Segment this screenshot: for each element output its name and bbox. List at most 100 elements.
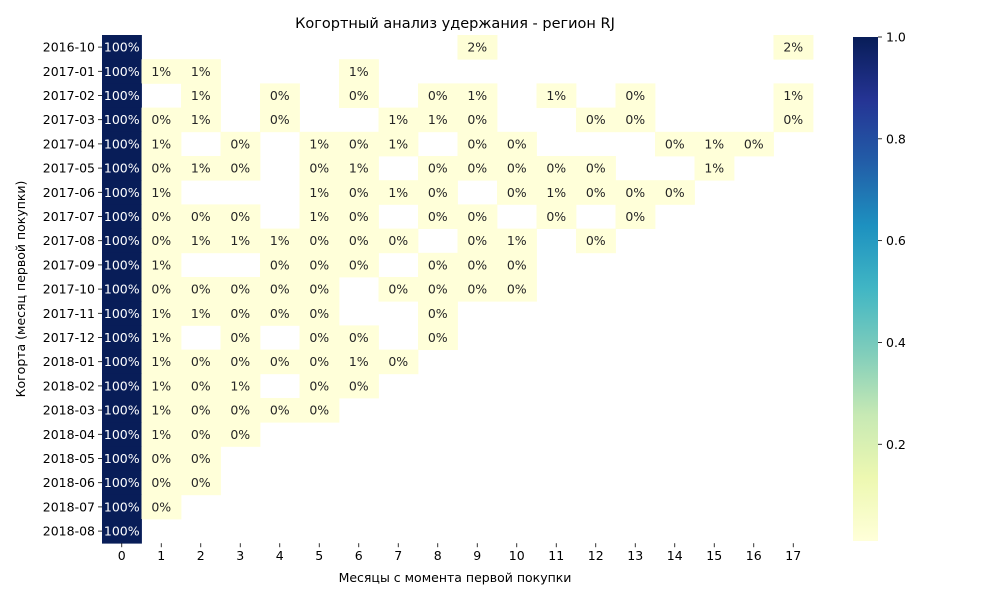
heatmap-cell (536, 204, 577, 229)
y-tick-label: 2018-06 (43, 475, 95, 490)
cell-value-label: 0% (467, 209, 487, 224)
y-tick-label: 2018-05 (43, 451, 95, 466)
cell-value-label: 0% (191, 282, 211, 297)
cell-value-label: 100% (104, 499, 140, 514)
heatmap-cell (260, 398, 300, 423)
heatmap-cell (457, 228, 498, 254)
cell-value-label: 0% (270, 257, 290, 272)
cell-value-label: 0% (309, 354, 329, 369)
cell-value-label: 0% (270, 88, 290, 103)
heatmap-cell (615, 204, 656, 229)
heatmap-cell (181, 373, 221, 399)
heatmap-cell (141, 422, 182, 447)
colorbar-tick-label: 0.2 (886, 437, 906, 452)
cell-value-label: 1% (230, 233, 250, 248)
heatmap-cell (181, 59, 221, 84)
heatmap-cell (655, 180, 695, 205)
heatmap-cell (418, 156, 458, 181)
heatmap-cell (102, 325, 142, 350)
cell-value-label: 0% (191, 378, 211, 393)
heatmap-cell (536, 180, 577, 205)
heatmap-cell (378, 107, 419, 133)
heatmap-cell (299, 228, 340, 254)
cell-value-label: 100% (104, 427, 140, 442)
heatmap-cell (299, 301, 340, 326)
heatmap-cell (220, 373, 261, 399)
y-tick-label: 2017-01 (43, 64, 95, 79)
heatmap-cell (299, 131, 340, 157)
heatmap-cell (339, 373, 379, 399)
y-tick-label: 2017-06 (43, 185, 95, 200)
cell-value-label: 0% (191, 451, 211, 466)
cell-value-label: 0% (191, 475, 211, 490)
cell-value-label: 100% (104, 161, 140, 176)
heatmap-cell (299, 325, 340, 350)
cell-value-label: 0% (467, 112, 487, 127)
cell-value-label: 0% (467, 161, 487, 176)
cell-value-label: 1% (388, 185, 408, 200)
heatmap-cell (102, 373, 142, 399)
heatmap-cell (260, 252, 300, 278)
cell-value-label: 0% (309, 257, 329, 272)
x-tick-label: 3 (236, 548, 244, 563)
chart-title: Когортный анализ удержания - регион RJ (295, 16, 615, 32)
heatmap-cell (260, 349, 300, 375)
heatmap-cell (260, 277, 300, 302)
y-tick-label: 2018-02 (43, 378, 95, 393)
heatmap-cell (181, 228, 221, 254)
cell-value-label: 0% (467, 136, 487, 151)
cell-value-label: 100% (104, 475, 140, 490)
heatmap-cell (457, 204, 498, 229)
cell-value-label: 1% (191, 112, 211, 127)
colorbar-tick-label: 0.4 (886, 335, 906, 350)
cell-value-label: 0% (151, 209, 171, 224)
x-tick-label: 9 (473, 548, 481, 563)
cell-value-label: 1% (191, 233, 211, 248)
heatmap-cell (457, 277, 498, 302)
cell-value-label: 0% (230, 161, 250, 176)
cell-value-label: 0% (625, 112, 645, 127)
cell-value-label: 1% (349, 354, 369, 369)
cell-value-label: 1% (349, 161, 369, 176)
heatmap-cell (497, 180, 537, 205)
cell-value-label: 0% (191, 403, 211, 418)
x-tick-label: 12 (588, 548, 604, 563)
cell-value-label: 0% (309, 330, 329, 345)
heatmap-cell (773, 83, 814, 108)
colorbar-gradient (853, 37, 878, 541)
heatmap-cell (339, 349, 379, 375)
cell-value-label: 0% (151, 499, 171, 514)
cell-value-label: 2% (783, 40, 803, 55)
x-tick-label: 1 (157, 548, 165, 563)
cell-value-label: 0% (388, 354, 408, 369)
heatmap-cell (220, 277, 261, 302)
y-tick-label: 2018-04 (43, 427, 95, 442)
heatmap-cell (181, 83, 221, 108)
heatmap-cell (260, 83, 300, 108)
cell-value-label: 0% (309, 161, 329, 176)
heatmap-cell (615, 107, 656, 133)
heatmap-cell (378, 131, 419, 157)
cell-value-label: 0% (428, 209, 448, 224)
cell-value-label: 0% (625, 185, 645, 200)
cell-value-label: 1% (151, 403, 171, 418)
cell-value-label: 0% (191, 354, 211, 369)
y-tick-label: 2017-07 (43, 209, 95, 224)
x-tick-label: 13 (627, 548, 643, 563)
heatmap-cell (339, 228, 379, 254)
cell-value-label: 0% (349, 185, 369, 200)
cell-value-label: 0% (191, 209, 211, 224)
y-tick-label: 2017-08 (43, 233, 95, 248)
cell-value-label: 0% (467, 282, 487, 297)
heatmap-cell (141, 131, 182, 157)
heatmap-cell (615, 180, 656, 205)
heatmap-cell (181, 470, 221, 496)
cell-value-label: 0% (230, 209, 250, 224)
y-tick-label: 2018-08 (43, 524, 95, 539)
heatmap-cell-labels: 100% 2% 2% 100% 1% 1% 1% 100% 1% 0% 0% 0% 1% 1% 0% 1% 10… (104, 40, 803, 539)
cell-value-label: 0% (230, 330, 250, 345)
cell-value-label: 100% (104, 185, 140, 200)
heatmap-cell (418, 301, 458, 326)
heatmap-cell (418, 277, 458, 302)
